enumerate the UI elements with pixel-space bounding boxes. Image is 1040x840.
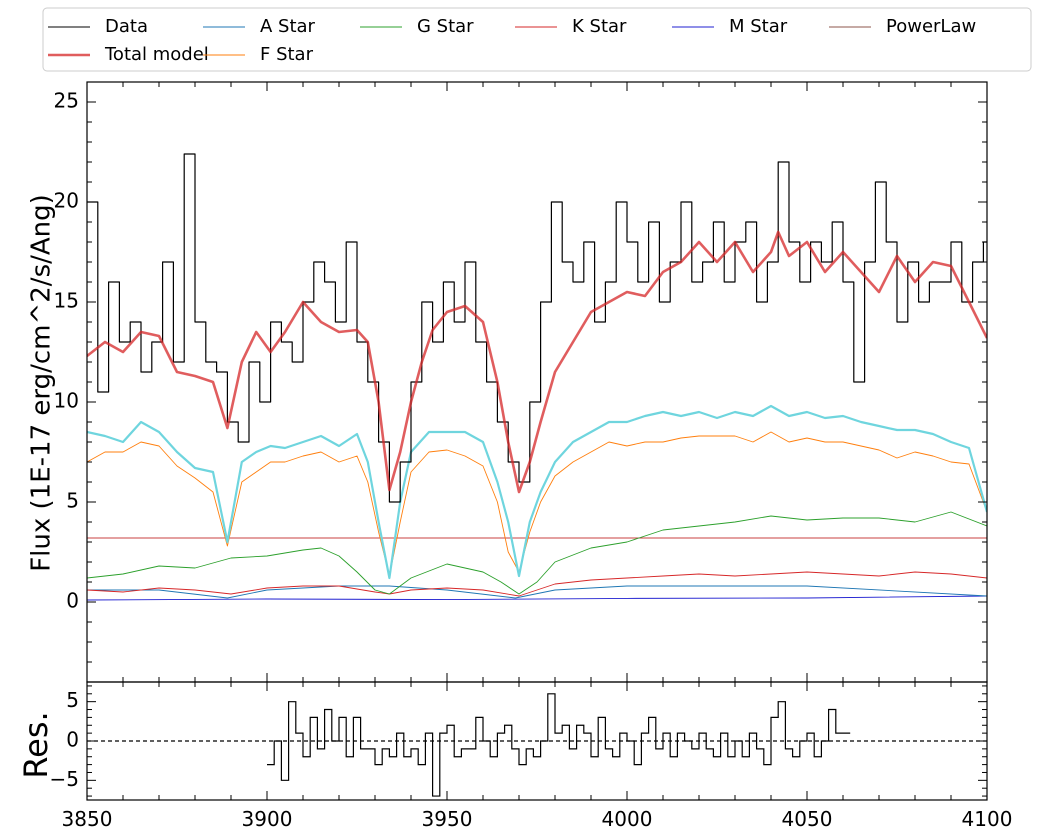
x-tick-label: 4100	[962, 807, 1013, 831]
y-tick-label: −5	[50, 767, 79, 791]
legend-entry-g-star: G Star	[360, 16, 474, 37]
y-tick-label: 5	[66, 688, 79, 712]
y-tick-label: 15	[54, 289, 79, 313]
legend-entry-m-star: M Star	[672, 16, 788, 37]
series-f-star	[87, 431, 987, 577]
legend-label: PowerLaw	[886, 16, 976, 37]
y-tick-label: 0	[66, 589, 79, 613]
legend-frame	[42, 7, 1032, 72]
legend-entry-powerlaw: PowerLaw	[829, 16, 976, 37]
legend-label: A Star	[260, 16, 316, 37]
x-tick-label: 4050	[782, 807, 833, 831]
legend-label: F Star	[260, 44, 314, 65]
series-g-star	[87, 511, 987, 595]
x-tick-label: 3950	[422, 807, 473, 831]
residual-panel: 3850 3900 3950 4000 4050 4100 −5 0 5 Res.	[17, 681, 1013, 831]
legend-entry-k-star: K Star	[515, 16, 627, 37]
residual-y-axis-label: Res.	[17, 711, 55, 778]
legend-entry-total-model: Total model	[48, 44, 209, 65]
legend-label: M Star	[729, 16, 788, 37]
series-blue-model-a-star-f-star-powerlaw	[87, 404, 987, 580]
legend-entry-data: Data	[48, 16, 148, 37]
legend-label: Data	[105, 16, 148, 37]
legend: Data Total model A Star F Star G Star K Star M…	[42, 7, 1032, 72]
x-tick-label: 3900	[242, 807, 293, 831]
y-tick-label: 20	[54, 189, 79, 213]
legend-entry-a-star: A Star	[203, 16, 316, 37]
main-plot-frame	[86, 81, 988, 683]
legend-label: G Star	[417, 16, 474, 37]
x-tick-label: 4000	[602, 807, 653, 831]
residual-plot-frame	[86, 681, 988, 801]
legend-entry-f-star: F Star	[203, 44, 314, 65]
series-data	[87, 153, 987, 503]
main-y-axis-label: Flux (1E-17 erg/cm^2/s/Ang)	[27, 194, 57, 572]
series-a-star	[87, 585, 987, 599]
y-tick-label: 5	[66, 489, 79, 513]
y-tick-label: 25	[54, 89, 79, 113]
series-residuals	[267, 693, 851, 797]
series-total-model	[87, 230, 987, 494]
series-k-star	[87, 571, 987, 597]
series-m-star	[87, 595, 987, 601]
y-tick-label: 0	[66, 728, 79, 752]
y-tick-label: 10	[54, 389, 79, 413]
main-panel: 0 5 10 15 20 25 Flux (1E-17 erg/cm^2/s/Ang)	[27, 81, 988, 683]
x-tick-label: 3850	[62, 807, 113, 831]
legend-label: Total model	[104, 44, 209, 65]
legend-label: K Star	[572, 16, 627, 37]
